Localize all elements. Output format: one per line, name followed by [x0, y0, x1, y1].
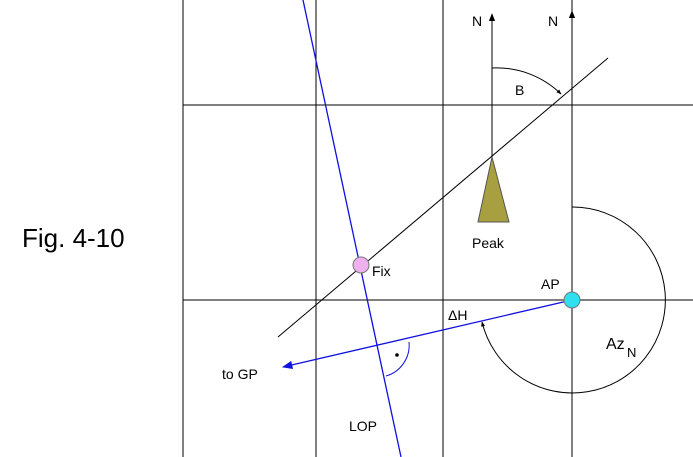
azimuth-arc: [481, 206, 666, 394]
lop-label: LOP: [349, 418, 377, 434]
lop-line: [302, 0, 402, 457]
grid: [182, 0, 693, 457]
azimuth-label: Az: [606, 336, 625, 353]
bearing-arc: [491, 67, 562, 95]
peak-icon: [477, 156, 510, 223]
delta-h-label: ΔH: [448, 307, 467, 323]
fix-point: [352, 256, 370, 274]
bearing-line: [277, 57, 609, 338]
ap-label: AP: [541, 276, 560, 292]
to-gp-label: to GP: [222, 366, 258, 382]
ap-point: [563, 291, 581, 309]
peak-label: Peak: [472, 235, 505, 251]
right-angle-dot: [395, 353, 399, 357]
azimuth-line: [281, 299, 573, 369]
north-label: N: [472, 13, 482, 29]
bearing-label: B: [515, 82, 524, 98]
right-angle-arc: [385, 341, 410, 377]
figure-label: Fig. 4-10: [22, 223, 125, 253]
azimuth-subscript: N: [627, 345, 636, 360]
north-label: N: [548, 13, 558, 29]
fix-label: Fix: [372, 263, 391, 279]
